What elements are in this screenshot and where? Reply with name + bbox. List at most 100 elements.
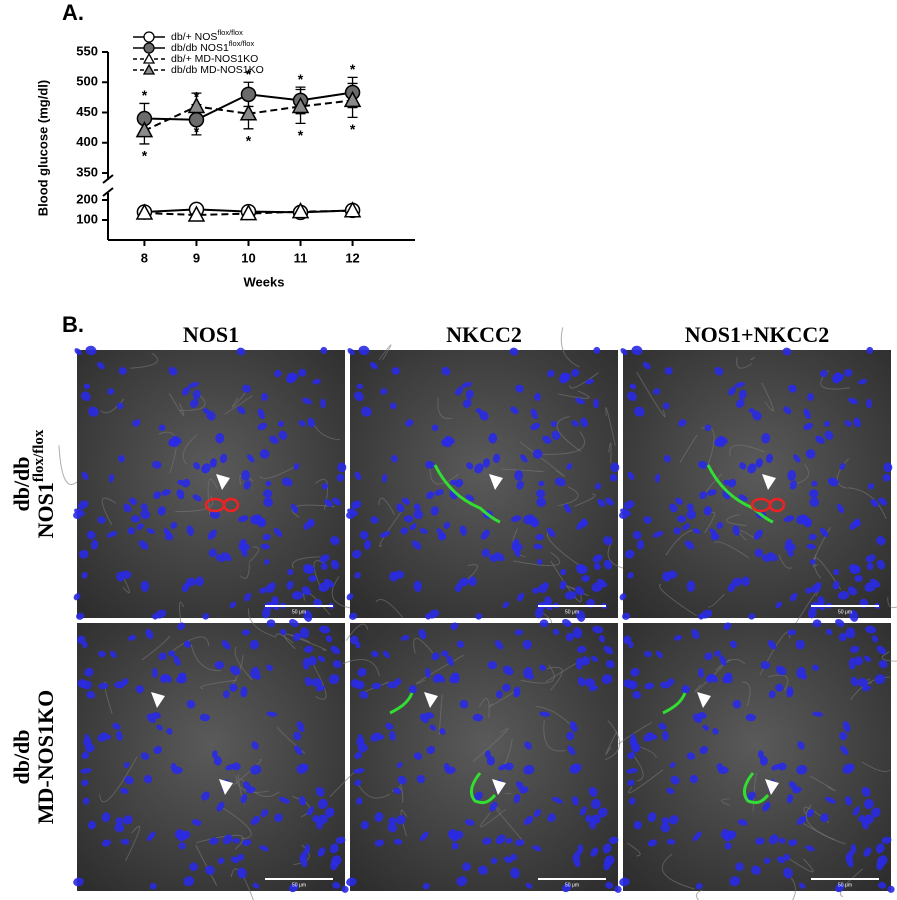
nucleus bbox=[628, 641, 634, 649]
nucleus bbox=[603, 536, 613, 546]
tissue bbox=[881, 651, 897, 662]
nucleus bbox=[299, 850, 308, 862]
x-tick-label: 8 bbox=[141, 250, 148, 265]
nucleus bbox=[811, 584, 821, 593]
nucleus bbox=[654, 473, 661, 483]
nucleus bbox=[644, 650, 652, 658]
nucleus bbox=[350, 635, 359, 645]
nucleus bbox=[753, 529, 763, 540]
nucleus bbox=[509, 347, 519, 356]
nucleus bbox=[259, 845, 269, 852]
nucleus bbox=[419, 528, 428, 534]
nucleus bbox=[159, 674, 169, 683]
nucleus bbox=[138, 540, 149, 550]
nucleus bbox=[294, 745, 303, 756]
nucleus bbox=[84, 733, 91, 743]
nucleus bbox=[801, 673, 807, 680]
nucleus bbox=[104, 734, 112, 740]
nucleus bbox=[783, 406, 792, 415]
row-label: db/db bbox=[9, 456, 34, 511]
nucleus bbox=[241, 629, 251, 636]
tissue bbox=[761, 382, 774, 412]
nucleus bbox=[73, 877, 84, 887]
nucleus bbox=[77, 635, 86, 645]
nucleus bbox=[209, 510, 221, 519]
nucleus bbox=[605, 497, 614, 506]
nucleus bbox=[136, 523, 144, 531]
nucleus bbox=[168, 438, 176, 447]
nucleus bbox=[632, 530, 642, 540]
nucleus bbox=[401, 497, 411, 505]
nucleus bbox=[450, 672, 460, 684]
nucleus bbox=[347, 348, 355, 356]
nucleus bbox=[78, 500, 89, 510]
nucleus bbox=[723, 622, 732, 631]
nucleus bbox=[703, 506, 712, 516]
nucleus bbox=[667, 678, 675, 686]
nucleus bbox=[523, 815, 534, 825]
nucleus bbox=[502, 683, 511, 692]
arrowhead bbox=[762, 474, 776, 490]
nucleus bbox=[515, 384, 524, 393]
nucleus bbox=[81, 391, 91, 402]
nucleus bbox=[723, 479, 731, 486]
nucleus bbox=[76, 612, 85, 620]
tissue bbox=[850, 676, 891, 700]
nucleus bbox=[763, 857, 771, 864]
nucleus bbox=[866, 398, 872, 409]
significance: * bbox=[350, 121, 356, 137]
tissue bbox=[248, 608, 277, 638]
data-point bbox=[291, 96, 310, 114]
micrograph: 50 μm bbox=[73, 608, 349, 900]
scale-bar-label: 50 μm bbox=[292, 882, 306, 888]
nucleus bbox=[704, 652, 713, 661]
nucleus bbox=[755, 458, 763, 468]
nucleus bbox=[878, 882, 887, 889]
nucleus bbox=[833, 569, 840, 576]
nucleus bbox=[192, 389, 201, 400]
nucleus bbox=[714, 366, 724, 376]
nucleus bbox=[539, 711, 551, 717]
nucleus bbox=[247, 454, 255, 463]
nucleus bbox=[786, 690, 794, 698]
nucleus bbox=[450, 479, 458, 486]
tissue bbox=[861, 761, 891, 773]
nucleus bbox=[852, 806, 860, 816]
column-header: NOS1+NKCC2 bbox=[685, 322, 830, 347]
column-header: NOS1 bbox=[183, 322, 239, 347]
nucleus bbox=[795, 639, 806, 650]
nucleus bbox=[716, 521, 724, 529]
tissue bbox=[659, 583, 697, 617]
nucleus bbox=[478, 865, 488, 875]
nucleus bbox=[603, 859, 612, 871]
nucleus bbox=[546, 527, 556, 538]
nucleus bbox=[862, 819, 869, 830]
nucleus bbox=[578, 564, 586, 572]
nucleus bbox=[630, 743, 641, 753]
nucleus bbox=[359, 530, 369, 540]
nucleus bbox=[413, 509, 424, 520]
nucleus bbox=[157, 506, 166, 516]
y-tick-label: 400 bbox=[76, 134, 98, 149]
nucleus bbox=[146, 528, 155, 534]
micrograph: 50 μm bbox=[346, 327, 643, 627]
nucleus bbox=[784, 538, 793, 548]
nucleus bbox=[876, 559, 886, 570]
tissue bbox=[631, 753, 644, 782]
scale-bar-label: 50 μm bbox=[838, 609, 852, 615]
nucleus bbox=[490, 857, 498, 864]
nucleus bbox=[653, 388, 661, 395]
nucleus bbox=[738, 494, 748, 502]
tissue bbox=[196, 834, 244, 850]
arrowhead bbox=[765, 779, 779, 795]
nucleus bbox=[591, 655, 599, 663]
nucleus bbox=[866, 346, 874, 354]
nucleus bbox=[441, 366, 451, 376]
nucleus bbox=[755, 837, 765, 845]
nucleus bbox=[853, 656, 864, 666]
nucleus bbox=[836, 503, 845, 514]
nucleus bbox=[689, 774, 699, 784]
nucleus bbox=[418, 628, 427, 640]
tissue bbox=[617, 722, 652, 745]
nucleus bbox=[351, 500, 362, 510]
